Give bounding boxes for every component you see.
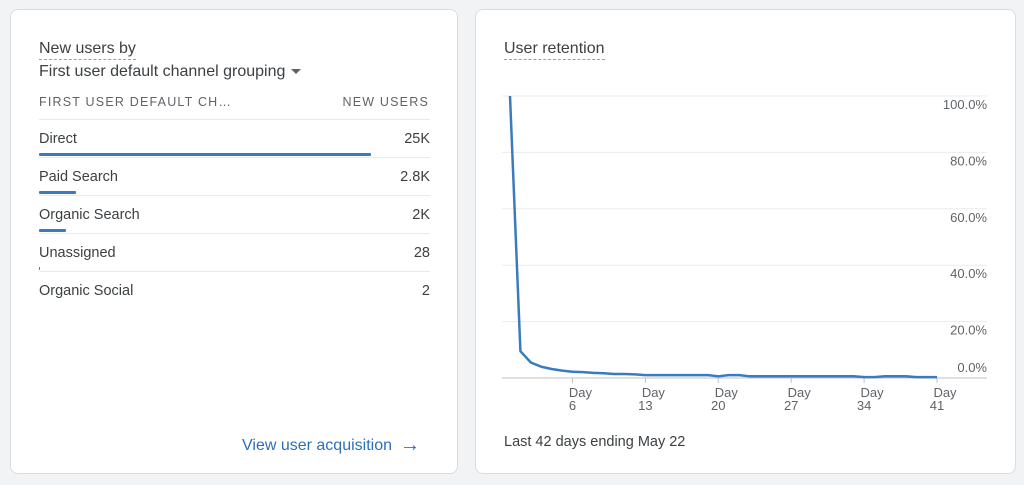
x-tick-label-line2: 41: [930, 398, 944, 410]
new-users-value: 2.8K: [400, 169, 430, 185]
x-tick-label-line2: 20: [711, 398, 725, 410]
channel-label: Unassigned: [39, 245, 116, 261]
new-users-value: 2: [421, 283, 430, 299]
y-tick-label: 60.0%: [950, 210, 987, 225]
share-bar: [39, 267, 40, 270]
new-users-value: 2K: [412, 207, 430, 223]
x-tick-label-line1: Day: [933, 385, 957, 400]
table-row[interactable]: Organic Search 2K: [39, 195, 430, 233]
channel-label: Direct: [39, 131, 77, 147]
share-bar: [39, 191, 77, 194]
x-tick-label-line1: Day: [569, 385, 593, 400]
share-bar: [39, 229, 66, 232]
x-tick-label-line1: Day: [861, 385, 885, 400]
table-row[interactable]: Unassigned 28: [39, 233, 430, 271]
y-tick-label: 80.0%: [950, 153, 987, 168]
link-label: View user acquisition: [242, 437, 393, 454]
x-tick-label-line1: Day: [788, 385, 812, 400]
new-users-value: 25K: [404, 131, 430, 147]
retention-chart: 0.0%20.0%40.0%60.0%80.0%100.0%Day6Day13D…: [502, 95, 988, 410]
card-title: New users by: [39, 40, 136, 60]
table-row[interactable]: Paid Search 2.8K: [39, 157, 430, 195]
card-title: User retention: [504, 40, 605, 60]
arrow-right-icon: →: [400, 434, 421, 456]
channel-table: Direct 25K Paid Search 2.8K Organic Search 2K…: [39, 119, 430, 309]
new-users-value: 28: [413, 245, 430, 261]
x-tick-label-line2: 6: [569, 398, 576, 410]
y-tick-label: 100.0%: [943, 97, 988, 112]
x-tick-label-line2: 13: [638, 398, 652, 410]
dimension-label: First user default channel grouping: [39, 63, 286, 80]
y-tick-label: 40.0%: [950, 266, 987, 281]
channel-label: Organic Search: [39, 207, 140, 223]
retention-line: [508, 95, 937, 379]
column-header-new-users[interactable]: NEW USERS: [342, 95, 429, 109]
share-bar: [39, 153, 372, 156]
dimension-dropdown[interactable]: First user default channel grouping: [39, 63, 302, 81]
user-retention-card: User retention 0.0% 20.0% 40.0% 60.0% 80.0% 1…: [475, 9, 1016, 474]
x-tick-label-line2: 34: [857, 398, 871, 410]
channel-label: Organic Social: [39, 283, 134, 299]
new-users-card: New users by First user default channel …: [10, 9, 458, 474]
table-row[interactable]: Organic Social 2: [39, 271, 430, 309]
x-tick-label-line1: Day: [715, 385, 739, 400]
caret-down-icon: [291, 69, 302, 75]
date-range-footer: Last 42 days ending May 22: [504, 434, 686, 450]
x-tick-label-line2: 27: [784, 398, 798, 410]
column-header-channel[interactable]: FIRST USER DEFAULT CH…: [39, 95, 233, 109]
x-tick-label-line1: Day: [642, 385, 666, 400]
y-tick-label: 0.0%: [957, 360, 987, 375]
y-tick-label: 20.0%: [950, 323, 987, 338]
channel-label: Paid Search: [39, 169, 118, 185]
view-user-acquisition-link[interactable]: View user acquisition →: [242, 434, 420, 457]
table-row[interactable]: Direct 25K: [39, 119, 430, 157]
